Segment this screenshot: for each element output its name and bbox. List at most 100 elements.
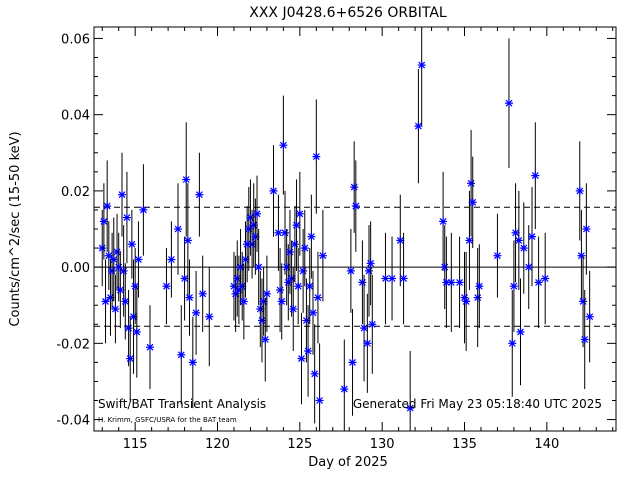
data-point (246, 213, 255, 222)
data-point (109, 255, 118, 264)
data-point (442, 278, 451, 287)
y-tick-label: -0.02 (56, 337, 90, 352)
data-point (119, 266, 128, 275)
data-point (116, 286, 125, 294)
data-point (108, 266, 117, 275)
data-point (360, 324, 369, 333)
data-point (447, 278, 456, 287)
data-point (580, 335, 589, 344)
data-point (396, 236, 405, 245)
data-point (256, 305, 265, 313)
data-point (205, 312, 214, 321)
data-point (129, 312, 138, 321)
data-point (417, 61, 426, 70)
data-point (180, 274, 189, 283)
y-tick-label: 0.04 (61, 109, 90, 124)
data-point (365, 266, 373, 275)
data-point (253, 209, 261, 218)
data-point (302, 316, 311, 325)
data-point (313, 293, 322, 302)
data-point (519, 244, 528, 253)
data-point (294, 282, 303, 291)
data-point (254, 263, 263, 272)
data-point (475, 282, 484, 291)
data-point (462, 297, 471, 306)
y-tick-label: 0.06 (61, 32, 90, 47)
data-point (363, 339, 372, 348)
data-point (473, 293, 482, 302)
data-point (174, 225, 182, 233)
data-point (358, 278, 367, 287)
chart-title: XXX J0428.6+6526 ORBITAL (249, 5, 447, 21)
data-point (277, 297, 286, 306)
x-tick-label: 120 (205, 437, 230, 452)
data-point (103, 202, 112, 211)
data-point (134, 255, 143, 264)
data-point (304, 347, 313, 355)
data-point (286, 247, 294, 256)
data-point (114, 263, 123, 272)
data-point (511, 228, 520, 237)
data-point (261, 335, 270, 344)
data-point (299, 266, 308, 275)
data-point (541, 274, 550, 283)
data-point (297, 354, 306, 363)
data-point (312, 152, 321, 161)
y-axis-label: Counts/cm^2/sec (15-50 keV) (8, 131, 23, 326)
data-point (524, 263, 533, 272)
data-point (258, 316, 266, 325)
data-point (99, 217, 108, 226)
data-point (167, 255, 176, 264)
data-point (582, 225, 591, 233)
data-point (182, 175, 191, 184)
data-point (577, 251, 586, 260)
data-point (467, 179, 476, 188)
data-point (528, 232, 536, 241)
data-point (300, 244, 309, 253)
data-point (101, 297, 110, 306)
data-point (366, 259, 375, 268)
data-point (585, 312, 594, 321)
y-tick-label: -0.04 (56, 414, 90, 429)
data-point (236, 263, 245, 272)
data-point (439, 217, 448, 226)
data-point (98, 244, 107, 253)
data-point (118, 190, 126, 199)
data-point (406, 404, 415, 413)
data-point (508, 339, 517, 348)
data-point (195, 190, 204, 199)
x-tick-label: 130 (370, 437, 395, 452)
data-point (493, 251, 502, 260)
data-point (368, 320, 377, 329)
x-tick-label: 140 (534, 437, 559, 452)
data-point (292, 221, 301, 230)
data-point (185, 293, 194, 302)
data-point (188, 358, 197, 367)
data-point (348, 358, 357, 367)
data-point (579, 297, 588, 306)
data-point (465, 236, 474, 245)
data-point (290, 240, 299, 249)
reference-lines (94, 206, 616, 327)
x-axis-ticks: 115 120 125 130 135 140 (101, 27, 614, 452)
data-point (104, 251, 113, 260)
data-point (399, 274, 408, 283)
data-point (534, 278, 543, 287)
data-point (346, 266, 355, 275)
data-point (531, 171, 540, 180)
data-point (126, 354, 135, 363)
x-tick-label: 135 (452, 437, 477, 452)
x-tick-label: 125 (287, 437, 312, 452)
y-tick-label: 0.02 (61, 185, 90, 200)
data-point (309, 308, 317, 317)
generated-caption: Generated Fri May 23 05:18:40 UTC 2025 (353, 397, 602, 411)
data-point (514, 236, 523, 245)
data-point (315, 396, 324, 405)
data-point (276, 286, 285, 294)
y-axis-ticks: -0.04 -0.02 0.00 0.02 0.04 0.06 (56, 32, 616, 429)
data-point (305, 282, 314, 291)
data-point (127, 240, 136, 249)
data-point (310, 369, 319, 378)
data-point (269, 186, 278, 195)
